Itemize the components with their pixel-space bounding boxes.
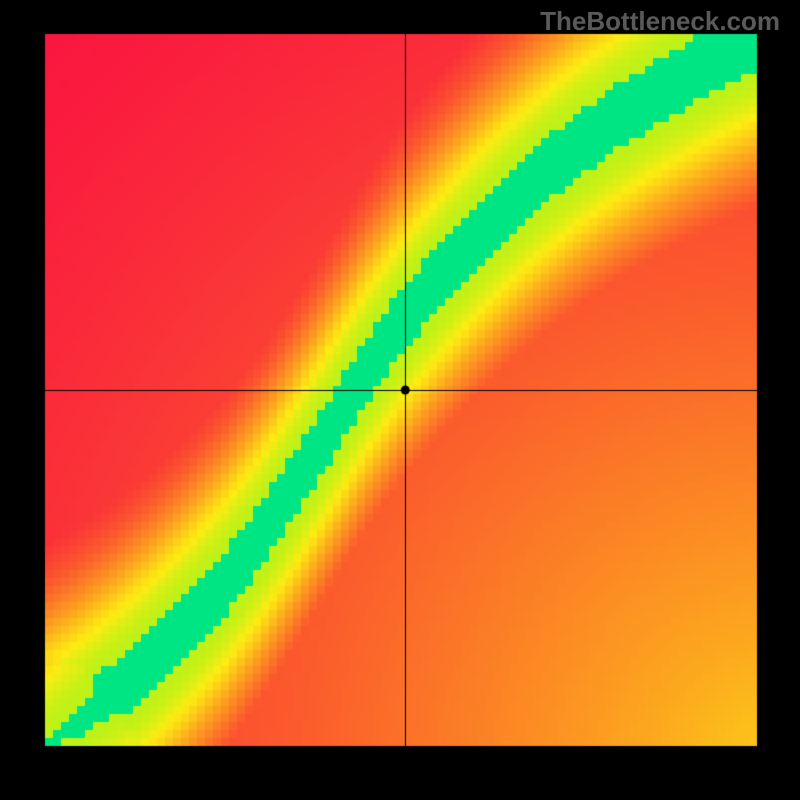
- watermark-text: TheBottleneck.com: [540, 6, 780, 37]
- bottleneck-heatmap: [0, 0, 800, 800]
- chart-container: TheBottleneck.com: [0, 0, 800, 800]
